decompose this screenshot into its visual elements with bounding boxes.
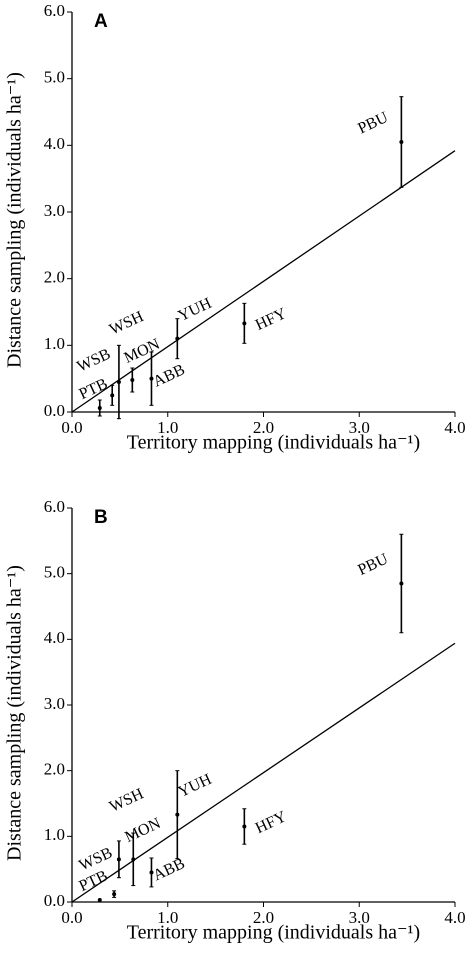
- fit-line: [71, 150, 456, 413]
- point: [131, 857, 136, 862]
- x-tick-label: 4.0: [444, 908, 465, 927]
- point: [175, 336, 180, 341]
- y-axis-title: Distance sampling (individuals ha⁻¹): [4, 565, 26, 861]
- point-label: WSB: [75, 346, 114, 376]
- point-label: PTB: [77, 375, 111, 403]
- x-tick-label: 2.0: [253, 908, 274, 927]
- y-tick-label: 3.0: [44, 201, 65, 220]
- point: [116, 380, 121, 384]
- point-label: WSH: [107, 785, 147, 816]
- point: [242, 824, 247, 829]
- y-tick-label: 5.0: [44, 563, 65, 582]
- point-label: MON: [121, 335, 162, 366]
- x-tick-label: 3.0: [349, 908, 370, 927]
- panel-label: A: [94, 11, 108, 32]
- point: [116, 857, 121, 862]
- point-label: ABB: [151, 361, 188, 390]
- x-tick-label: 4.0: [444, 418, 465, 437]
- y-tick-label: 5.0: [44, 68, 65, 87]
- point-label: YUH: [176, 295, 215, 325]
- point: [399, 581, 404, 586]
- x-tick-label: 3.0: [349, 418, 370, 437]
- x-axis-title: Territory mapping (individuals ha⁻¹): [127, 432, 420, 454]
- point-label: HFY: [253, 808, 290, 837]
- y-tick-label: 2.0: [44, 760, 65, 779]
- point-label: WSH: [107, 308, 147, 339]
- y-tick-label: 1.0: [44, 334, 65, 353]
- point-label: PBU: [355, 109, 391, 138]
- y-tick-label: 4.0: [44, 134, 65, 153]
- point-label: YUH: [176, 771, 215, 801]
- y-axis-title: Distance sampling (individuals ha⁻¹): [4, 72, 26, 368]
- y-tick-label: 3.0: [44, 694, 65, 713]
- y-tick-label: 6.0: [44, 1, 65, 20]
- point-label: PBU: [355, 550, 391, 579]
- point: [175, 812, 180, 817]
- x-tick-label: 1.0: [157, 908, 178, 927]
- point: [399, 140, 404, 144]
- x-tick-label: 0.0: [61, 418, 82, 437]
- y-tick-label: 0.0: [44, 891, 65, 910]
- point-label: HFY: [253, 305, 290, 334]
- point-label: MON: [122, 815, 163, 846]
- x-tick-label: 2.0: [253, 418, 274, 437]
- fit-line: [71, 642, 456, 903]
- point: [242, 321, 247, 326]
- point-label: ABB: [151, 855, 188, 884]
- y-tick-label: 6.0: [44, 497, 65, 516]
- point: [149, 376, 154, 381]
- x-tick-label: 0.0: [61, 908, 82, 927]
- y-tick-label: 1.0: [44, 825, 65, 844]
- point: [110, 393, 115, 398]
- y-tick-label: 4.0: [44, 628, 65, 647]
- y-tick-label: 0.0: [44, 401, 65, 420]
- point: [97, 406, 102, 410]
- point: [112, 892, 117, 897]
- point: [149, 870, 154, 875]
- point: [130, 378, 135, 382]
- x-axis-title: Territory mapping (individuals ha⁻¹): [127, 922, 420, 944]
- y-tick-label: 2.0: [44, 268, 65, 287]
- x-tick-label: 1.0: [157, 418, 178, 437]
- point: [97, 898, 102, 903]
- panel-label: B: [94, 507, 108, 528]
